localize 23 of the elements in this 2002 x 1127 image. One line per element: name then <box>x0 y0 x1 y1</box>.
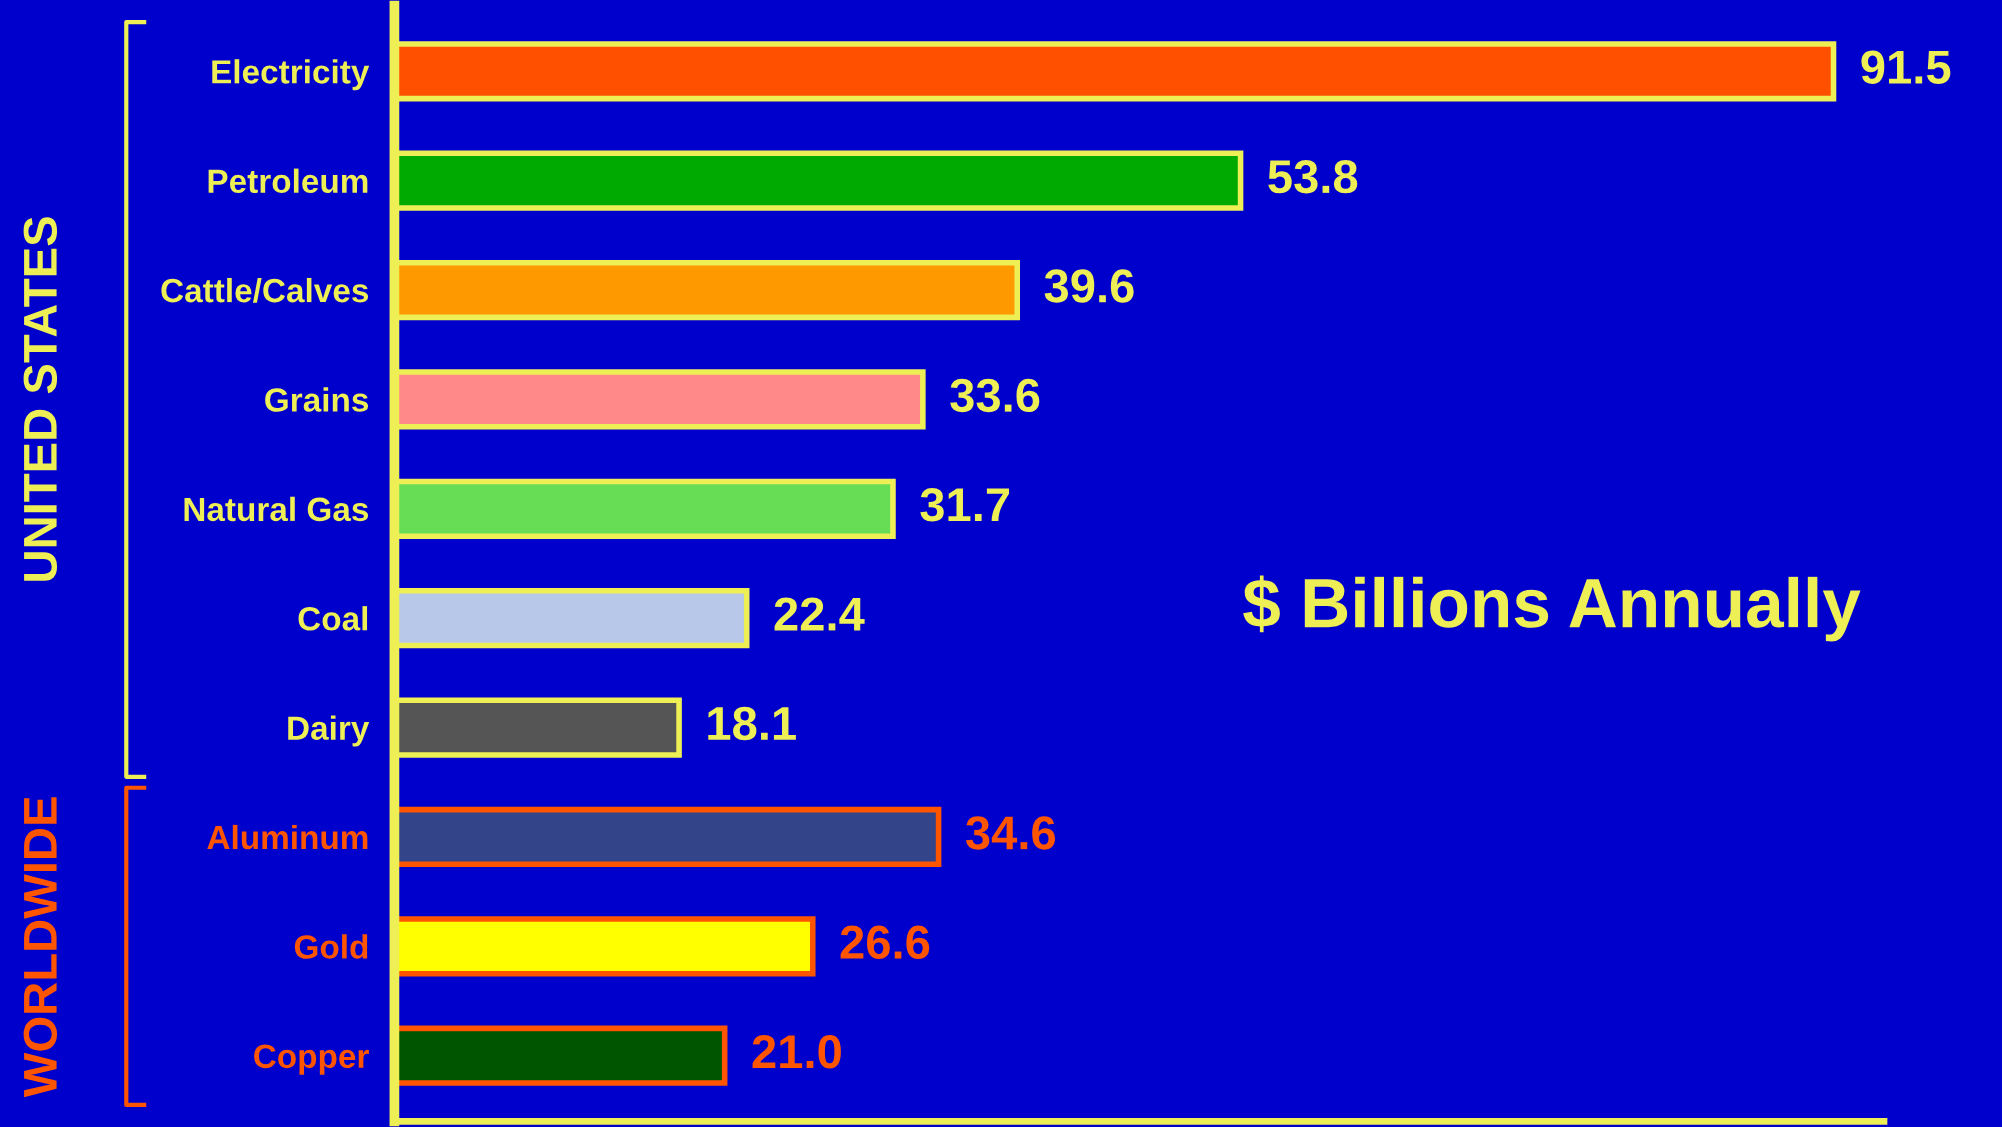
data-label: 21.0 <box>752 1034 841 1069</box>
y-tick-label: Petroleum <box>208 168 368 194</box>
text: UNITED STATES <box>23 217 58 581</box>
data-label: 31.7 <box>920 488 1010 522</box>
y-tick-label: Electricity <box>212 59 370 91</box>
y-tick-label: Dairy <box>288 715 370 747</box>
y-tick-label: Grains <box>265 387 369 412</box>
y-tick-label: Copper <box>254 1044 369 1075</box>
data-label: 26.6 <box>840 925 930 960</box>
data-label: 22.4 <box>774 597 865 631</box>
y-tick-label: Cattle/Calves <box>161 277 369 303</box>
y-tick-label: Aluminum <box>207 824 368 850</box>
data-label: 33.6 <box>950 378 1040 413</box>
data-label: 18.1 <box>708 706 796 741</box>
y-tick-label: Coal <box>298 606 368 631</box>
data-label: 91.5 <box>1861 50 1951 84</box>
annotation: $ Billions Annually <box>1243 575 1861 642</box>
y-tick-label: Gold <box>294 934 368 959</box>
data-label: 39.6 <box>1044 269 1134 303</box>
y-tick-label: Natural Gas <box>184 496 369 522</box>
data-label: 53.8 <box>1268 159 1358 194</box>
text: WORLDWIDE <box>23 797 58 1098</box>
data-label: 34.6 <box>965 816 1056 850</box>
